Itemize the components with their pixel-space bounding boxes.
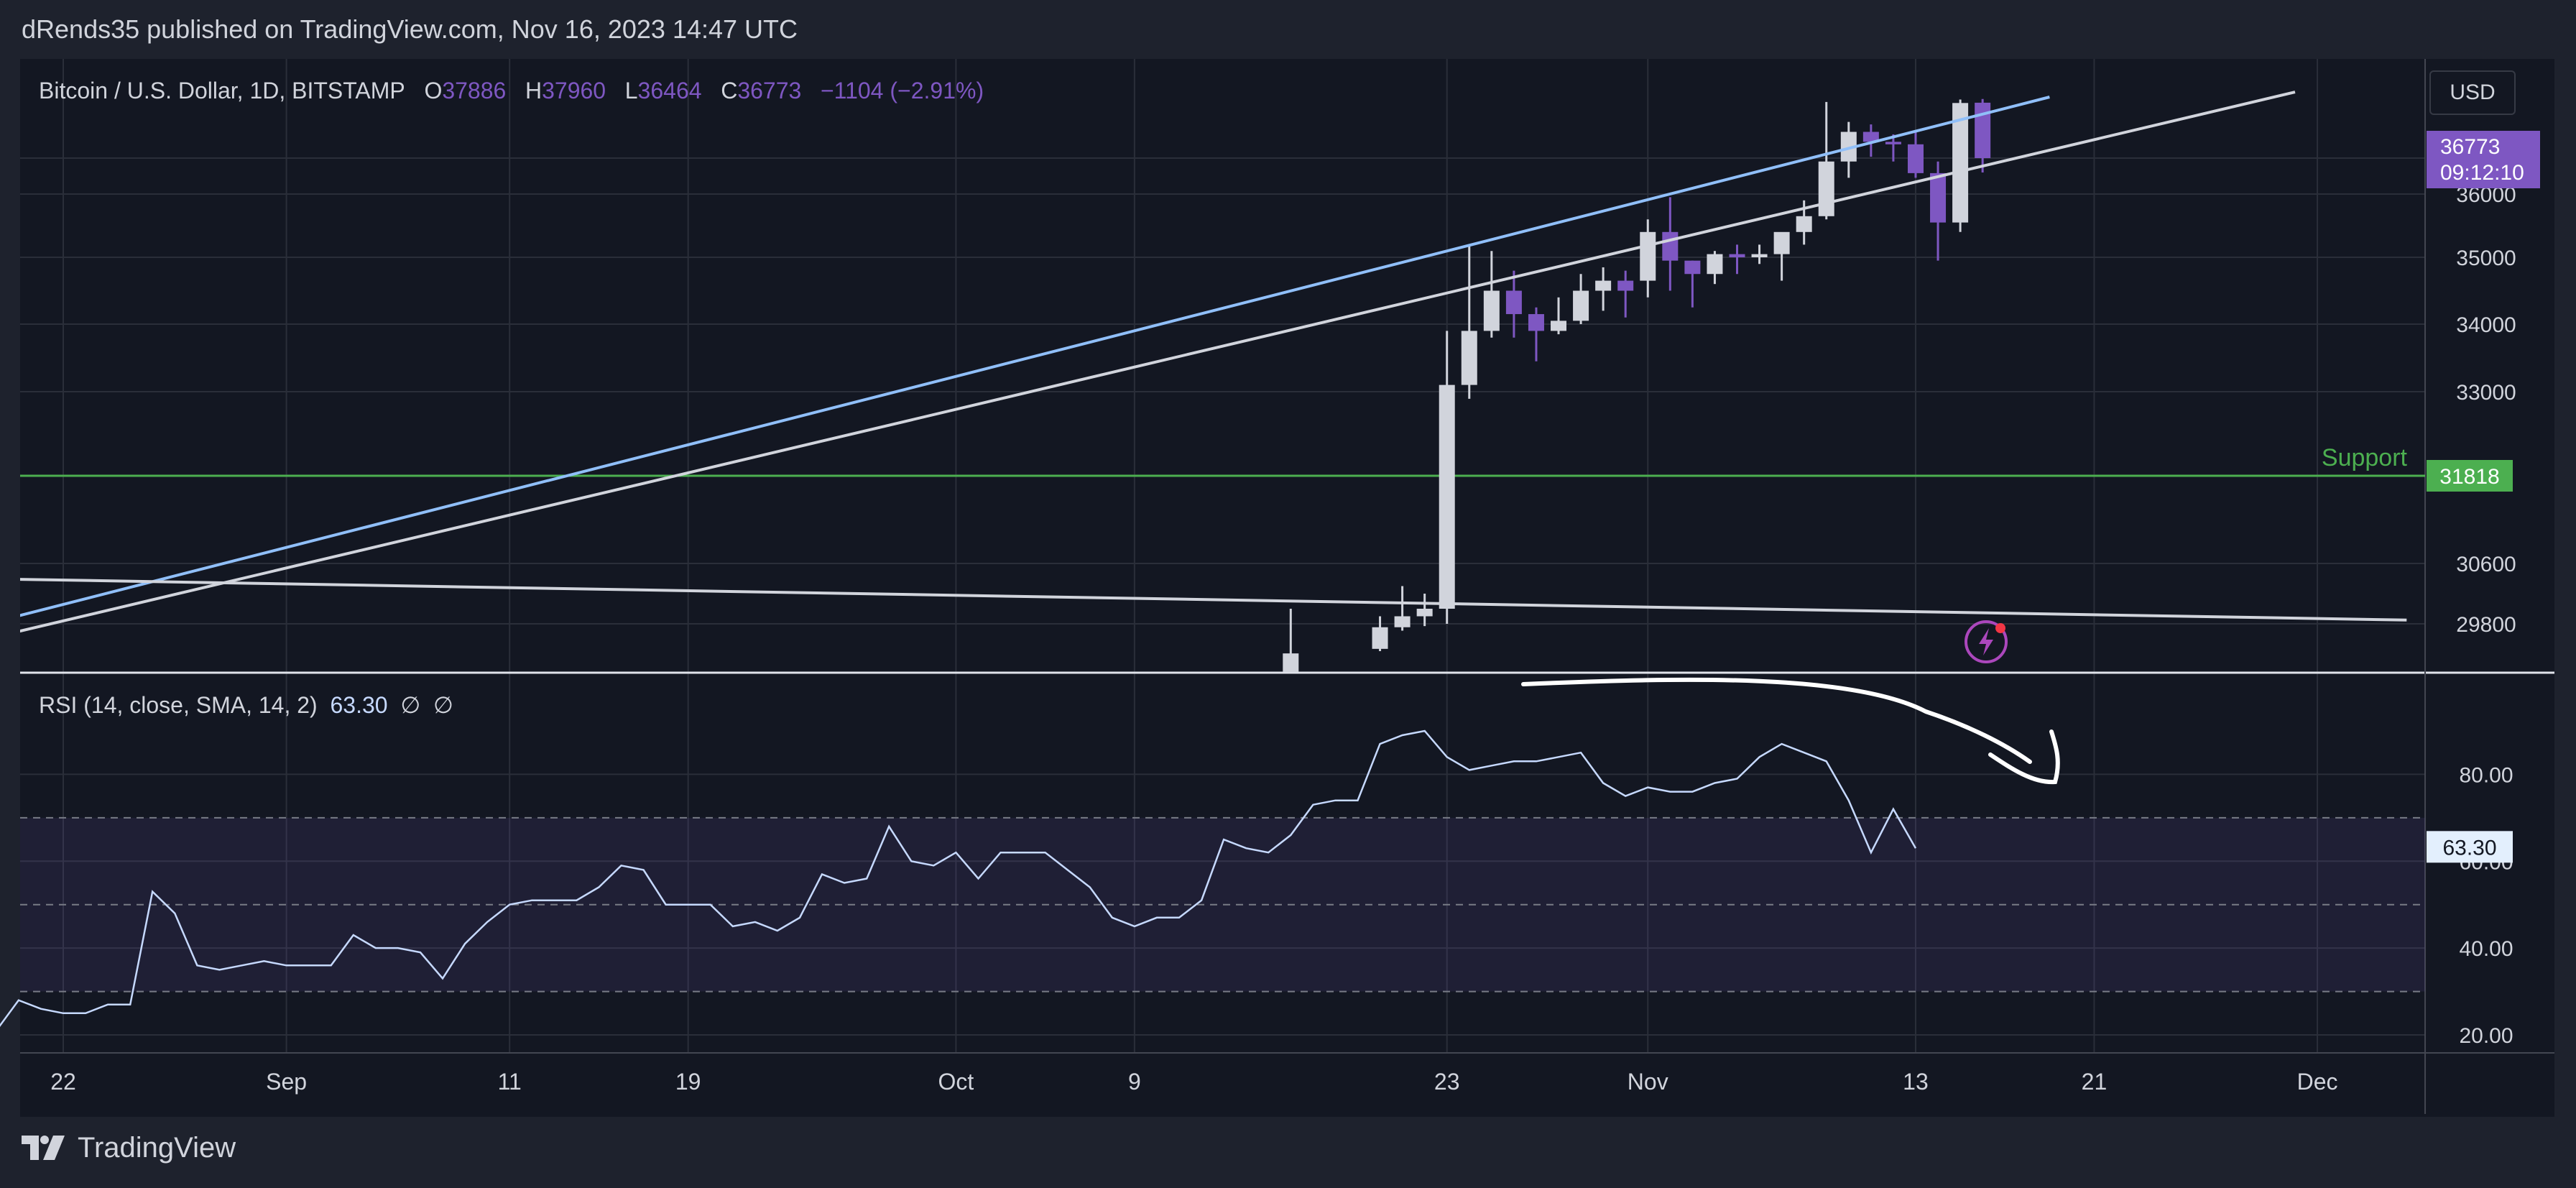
candle-down [1662,231,1679,261]
candle-down [1862,132,1879,142]
time-tick-label: 13 [1903,1069,1929,1095]
price-tick-label: 35000 [2456,247,2516,270]
candle-down [1729,254,1745,257]
open-label: O [424,78,443,103]
countdown-label: 09:12:10 [2440,161,2524,185]
support-price-label: 31818 [2439,465,2499,489]
rsi-layer [0,729,1917,1028]
time-tick-label: 11 [498,1069,522,1095]
price-tick-label: 34000 [2456,313,2516,337]
rsi-band-fill [20,817,2425,992]
time-tick-label: 22 [50,1069,76,1095]
arrow-drawing-head [1988,729,2060,785]
publisher-line: dRends35 published on TradingView.com, N… [22,14,798,44]
time-tick-label: 23 [1434,1069,1460,1095]
alert-icon [1965,620,2008,663]
rsi-legend-extra-2: ∅ [433,692,453,718]
price-tick-label: 29800 [2456,613,2516,637]
support-label: Support [2322,444,2408,471]
time-tick-label: 19 [675,1069,701,1095]
rsi-tick-label: 40.00 [2459,937,2513,961]
tradingview-brand: TradingView [22,1130,236,1166]
candle-up [1416,609,1433,617]
low-value: 36464 [637,78,702,103]
candle-down [1885,142,1901,144]
arrow-drawing-stroke [1521,677,2032,764]
price-tick-label: 33000 [2456,381,2516,405]
last-price-badge [2427,131,2540,188]
candle-up [1640,231,1656,281]
candle-up [1551,321,1567,331]
low-label: L [624,78,638,103]
time-tick-label: Nov [1628,1069,1668,1095]
change-value: −1104 (−2.91%) [820,78,984,103]
candle-down [1505,290,1522,315]
level-layer: Support [20,444,2425,477]
price-tick-label: 30600 [2456,553,2516,576]
trendline-white-1 [20,91,2296,633]
candle-up [1394,616,1411,627]
time-tick-label: Oct [938,1069,974,1095]
candle-down [1684,260,1701,275]
time-tick-label: 21 [2082,1069,2108,1095]
candle-down [1528,314,1544,331]
close-value: 36773 [737,78,802,103]
candle-up [1439,385,1455,609]
rsi-band-layer [20,816,2425,993]
candle-up [1773,231,1790,254]
alert-icon-bolt [1979,628,1993,655]
alert-icon-ring [1965,620,2008,663]
candle-up [1573,290,1589,321]
currency-button[interactable]: USD [2429,70,2516,115]
tradingview-logo-icon [22,1136,65,1160]
drawing-layer [1521,620,2060,785]
candle-up [1372,627,1388,649]
close-label: C [721,78,738,103]
ohlc-legend: Bitcoin / U.S. Dollar, 1D, BITSTAMP O378… [39,78,984,104]
alert-icon-dot [1995,623,2005,633]
candle-down [1930,172,1947,223]
high-label: H [525,78,543,103]
open-value: 37886 [442,78,507,103]
candle-down [1617,280,1634,291]
tradingview-wordmark: TradingView [78,1131,236,1164]
rsi-tick-label: 20.00 [2459,1024,2513,1048]
candle-up [1595,280,1612,291]
rsi-value-badge [2427,831,2513,863]
candle-up [1840,132,1857,162]
rsi-line [0,729,1917,1028]
rsi-value-label: 63.30 [2442,836,2496,860]
high-value: 37960 [542,78,606,103]
candle-up [1707,254,1723,275]
rsi-tick-label: 80.00 [2459,763,2513,787]
candle-down [1907,144,1924,173]
candle-up [1751,254,1768,257]
candle-up [1952,103,1969,223]
rsi-title: RSI (14, close, SMA, 14, 2) [39,692,318,718]
time-tick-label: Sep [266,1069,307,1095]
rsi-legend-extra-1: ∅ [400,692,421,718]
candle-up [1283,653,1299,672]
time-tick-label: Dec [2297,1069,2338,1095]
candle-layer [1283,98,1991,672]
time-tick-label: 9 [1128,1069,1141,1095]
rsi-legend: RSI (14, close, SMA, 14, 2) 63.30 ∅ ∅ [39,691,453,719]
support-price-badge [2427,460,2513,492]
candle-up [1483,290,1500,331]
candle-up [1461,331,1477,385]
symbol-title: Bitcoin / U.S. Dollar, 1D, BITSTAMP [39,78,405,103]
last-price-label: 36773 [2440,135,2500,159]
rsi-legend-value: 63.30 [330,692,388,718]
trendline-white-2 [20,578,2407,622]
candle-up [1796,216,1812,232]
trendline-blue-0 [20,96,2050,617]
candle-up [1818,161,1834,216]
trend-layer [20,91,2407,633]
candle-down [1975,102,1991,158]
top-bar: dRends35 published on TradingView.com, N… [0,0,2576,61]
